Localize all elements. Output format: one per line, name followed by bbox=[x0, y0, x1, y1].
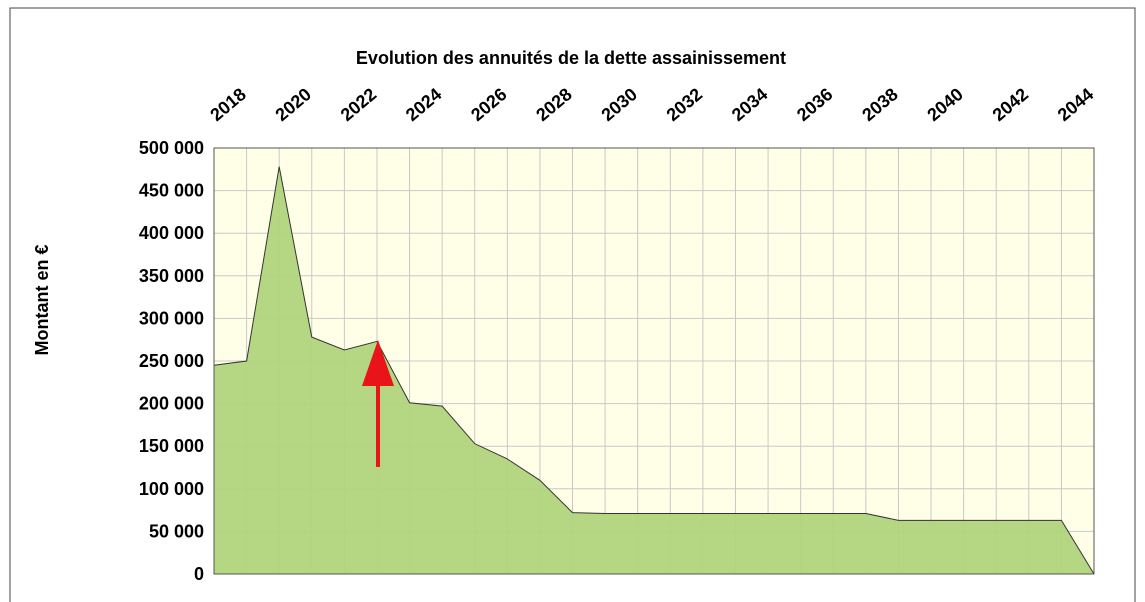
y-tick-label: 0 bbox=[194, 564, 204, 584]
y-tick-label: 300 000 bbox=[139, 308, 204, 328]
y-tick-label: 100 000 bbox=[139, 479, 204, 499]
y-tick-label: 150 000 bbox=[139, 436, 204, 456]
plot-border bbox=[213, 147, 1095, 575]
y-tick-label: 250 000 bbox=[139, 351, 204, 371]
y-tick-label: 50 000 bbox=[149, 521, 204, 541]
annotation-arrow bbox=[362, 340, 394, 467]
y-tick-label: 400 000 bbox=[139, 223, 204, 243]
arrow-head bbox=[362, 340, 394, 386]
chart-title: Evolution des annuités de la dette assai… bbox=[356, 48, 786, 68]
y-tick-label: 500 000 bbox=[139, 138, 204, 158]
area bbox=[214, 166, 1094, 574]
y-tick-label: 200 000 bbox=[139, 394, 204, 414]
y-tick-label: 450 000 bbox=[139, 181, 204, 201]
y-axis-label: Montant en € bbox=[32, 245, 52, 356]
area-line bbox=[213, 166, 1095, 575]
y-tick-label: 350 000 bbox=[139, 266, 204, 286]
